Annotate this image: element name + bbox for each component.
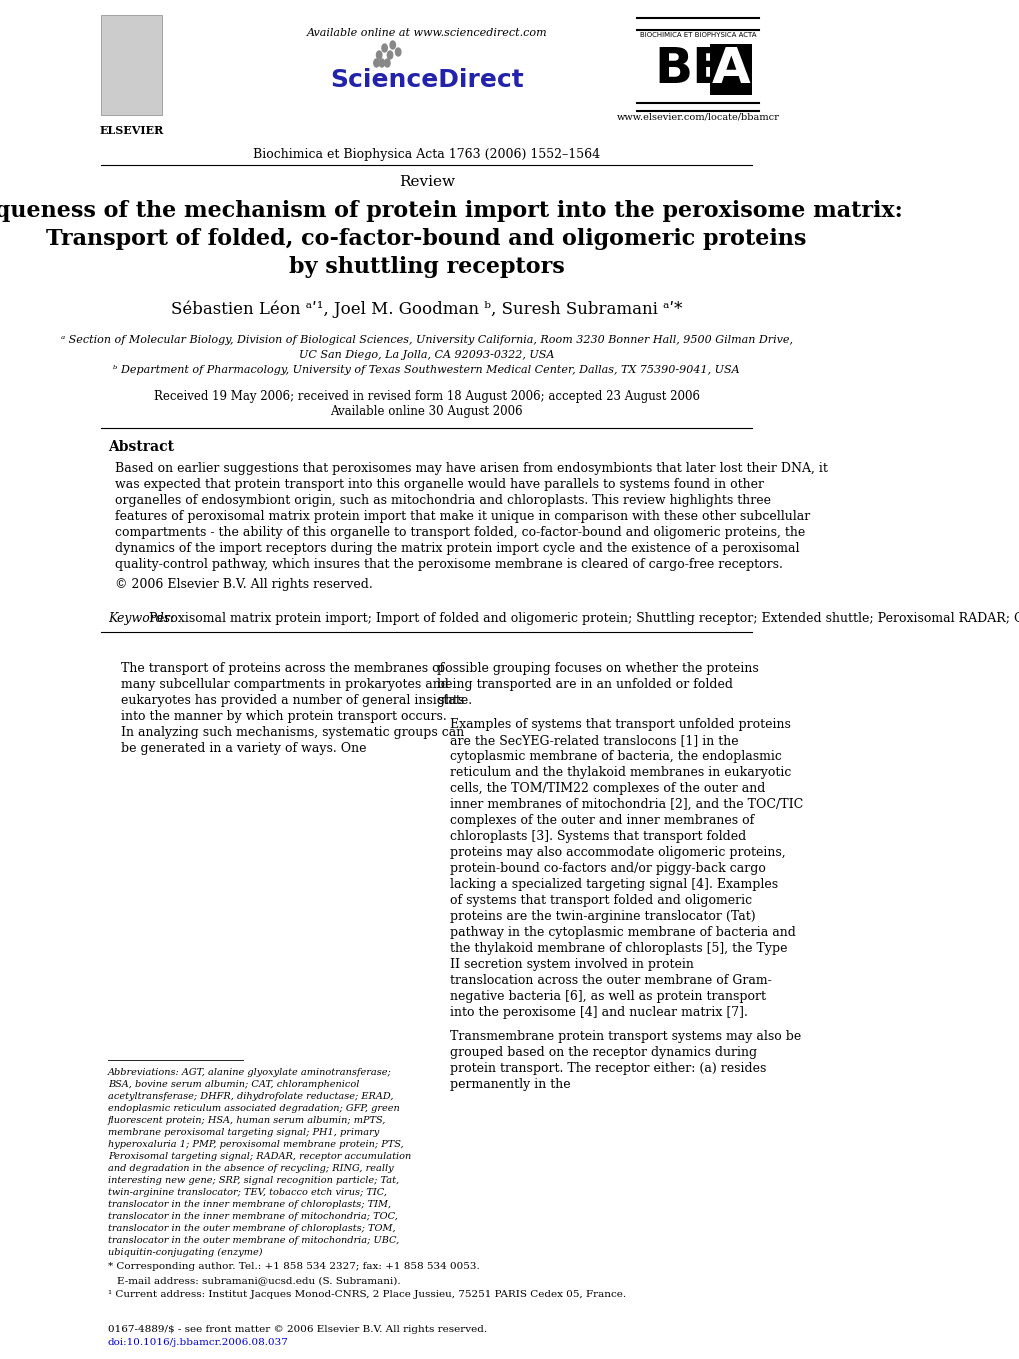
- Text: BSA, bovine serum albumin; CAT, chloramphenicol: BSA, bovine serum albumin; CAT, chloramp…: [108, 1080, 359, 1089]
- Text: pathway in the cytoplasmic membrane of bacteria and: pathway in the cytoplasmic membrane of b…: [450, 925, 796, 939]
- Text: and degradation in the absence of recycling; RING, really: and degradation in the absence of recycl…: [108, 1165, 393, 1173]
- Text: Peroxisomal targeting signal; RADAR, receptor accumulation: Peroxisomal targeting signal; RADAR, rec…: [108, 1152, 411, 1161]
- Text: doi:10.1016/j.bbamcr.2006.08.037: doi:10.1016/j.bbamcr.2006.08.037: [108, 1339, 288, 1347]
- Text: The transport of proteins across the membranes of: The transport of proteins across the mem…: [121, 662, 444, 675]
- Text: In analyzing such mechanisms, systematic groups can: In analyzing such mechanisms, systematic…: [121, 726, 464, 739]
- Text: Abbreviations: AGT, alanine glyoxylate aminotransferase;: Abbreviations: AGT, alanine glyoxylate a…: [108, 1068, 391, 1076]
- Text: be generated in a variety of ways. One: be generated in a variety of ways. One: [121, 742, 367, 756]
- Text: complexes of the outer and inner membranes of: complexes of the outer and inner membran…: [450, 814, 754, 828]
- Circle shape: [389, 41, 395, 49]
- Circle shape: [379, 58, 384, 67]
- Text: Received 19 May 2006; received in revised form 18 August 2006; accepted 23 Augus: Received 19 May 2006; received in revise…: [154, 390, 699, 404]
- Text: Available online at www.sciencedirect.com: Available online at www.sciencedirect.co…: [306, 29, 546, 38]
- Text: Based on earlier suggestions that peroxisomes may have arisen from endosymbionts: Based on earlier suggestions that peroxi…: [114, 462, 826, 476]
- Text: Sébastien Léon ᵃʹ¹, Joel M. Goodman ᵇ, Suresh Subramani ᵃʹ*: Sébastien Léon ᵃʹ¹, Joel M. Goodman ᵇ, S…: [171, 300, 682, 318]
- Text: proteins are the twin-arginine translocator (Tat): proteins are the twin-arginine transloca…: [450, 911, 755, 923]
- Text: © 2006 Elsevier B.V. All rights reserved.: © 2006 Elsevier B.V. All rights reserved…: [114, 578, 372, 591]
- Text: www.elsevier.com/locate/bbamcr: www.elsevier.com/locate/bbamcr: [616, 113, 779, 122]
- Text: eukaryotes has provided a number of general insights: eukaryotes has provided a number of gene…: [121, 694, 464, 707]
- Text: BB: BB: [653, 45, 730, 92]
- Bar: [101, 15, 162, 116]
- Text: are the SecYEG-related translocons [1] in the: are the SecYEG-related translocons [1] i…: [450, 734, 739, 747]
- Text: Examples of systems that transport unfolded proteins: Examples of systems that transport unfol…: [450, 718, 791, 731]
- Text: ᵃ Section of Molecular Biology, Division of Biological Sciences, University Cali: ᵃ Section of Molecular Biology, Division…: [60, 336, 792, 345]
- Text: being transported are in an unfolded or folded: being transported are in an unfolded or …: [436, 678, 732, 690]
- Text: Uniqueness of the mechanism of protein import into the peroxisome matrix:: Uniqueness of the mechanism of protein i…: [0, 200, 902, 222]
- Text: translocator in the outer membrane of mitochondria; UBC,: translocator in the outer membrane of mi…: [108, 1235, 398, 1245]
- Text: compartments - the ability of this organelle to transport folded, co-factor-boun: compartments - the ability of this organ…: [114, 526, 804, 540]
- Circle shape: [373, 58, 379, 67]
- Text: fluorescent protein; HSA, human serum albumin; mPTS,: fluorescent protein; HSA, human serum al…: [108, 1116, 386, 1125]
- Text: twin-arginine translocator; TEV, tobacco etch virus; TIC,: twin-arginine translocator; TEV, tobacco…: [108, 1188, 386, 1197]
- Text: II secretion system involved in protein: II secretion system involved in protein: [450, 958, 694, 970]
- Text: dynamics of the import receptors during the matrix protein import cycle and the : dynamics of the import receptors during …: [114, 542, 798, 554]
- Text: cells, the TOM/TIM22 complexes of the outer and: cells, the TOM/TIM22 complexes of the ou…: [450, 781, 765, 795]
- Text: ᵇ Department of Pharmacology, University of Texas Southwestern Medical Center, D: ᵇ Department of Pharmacology, University…: [113, 366, 739, 375]
- Text: protein-bound co-factors and/or piggy-back cargo: protein-bound co-factors and/or piggy-ba…: [450, 862, 765, 875]
- Text: 0167-4889/$ - see front matter © 2006 Elsevier B.V. All rights reserved.: 0167-4889/$ - see front matter © 2006 El…: [108, 1325, 486, 1335]
- Text: * Corresponding author. Tel.: +1 858 534 2327; fax: +1 858 534 0053.: * Corresponding author. Tel.: +1 858 534…: [108, 1263, 479, 1271]
- Text: translocator in the inner membrane of chloroplasts; TIM,: translocator in the inner membrane of ch…: [108, 1200, 390, 1210]
- Text: Available online 30 August 2006: Available online 30 August 2006: [330, 405, 523, 419]
- Text: BIOCHIMICA ET BIOPHYSICA ACTA: BIOCHIMICA ET BIOPHYSICA ACTA: [639, 33, 756, 38]
- Text: ScienceDirect: ScienceDirect: [329, 68, 523, 92]
- Text: ELSEVIER: ELSEVIER: [99, 125, 163, 136]
- Circle shape: [376, 52, 381, 58]
- Text: the thylakoid membrane of chloroplasts [5], the Type: the thylakoid membrane of chloroplasts […: [450, 942, 787, 955]
- Circle shape: [381, 43, 387, 52]
- Text: chloroplasts [3]. Systems that transport folded: chloroplasts [3]. Systems that transport…: [450, 830, 746, 843]
- Text: permanently in the: permanently in the: [450, 1078, 571, 1091]
- Text: of systems that transport folded and oligomeric: of systems that transport folded and oli…: [450, 894, 752, 906]
- Text: Biochimica et Biophysica Acta 1763 (2006) 1552–1564: Biochimica et Biophysica Acta 1763 (2006…: [253, 148, 599, 160]
- Text: Transmembrane protein transport systems may also be: Transmembrane protein transport systems …: [450, 1030, 801, 1042]
- Text: reticulum and the thylakoid membranes in eukaryotic: reticulum and the thylakoid membranes in…: [450, 766, 791, 779]
- Text: proteins may also accommodate oligomeric proteins,: proteins may also accommodate oligomeric…: [450, 847, 786, 859]
- Text: organelles of endosymbiont origin, such as mitochondria and chloroplasts. This r: organelles of endosymbiont origin, such …: [114, 495, 769, 507]
- Text: lacking a specialized targeting signal [4]. Examples: lacking a specialized targeting signal […: [450, 878, 777, 892]
- Text: features of peroxisomal matrix protein import that make it unique in comparison : features of peroxisomal matrix protein i…: [114, 510, 809, 523]
- Text: interesting new gene; SRP, signal recognition particle; Tat,: interesting new gene; SRP, signal recogn…: [108, 1176, 398, 1185]
- Text: endoplasmic reticulum associated degradation; GFP, green: endoplasmic reticulum associated degrada…: [108, 1104, 399, 1113]
- Circle shape: [384, 58, 389, 67]
- Text: ubiquitin-conjugating (enzyme): ubiquitin-conjugating (enzyme): [108, 1248, 262, 1257]
- Text: Transport of folded, co-factor-bound and oligomeric proteins: Transport of folded, co-factor-bound and…: [47, 228, 806, 250]
- Text: possible grouping focuses on whether the proteins: possible grouping focuses on whether the…: [436, 662, 758, 675]
- Text: into the manner by which protein transport occurs.: into the manner by which protein transpo…: [121, 709, 446, 723]
- Text: was expected that protein transport into this organelle would have parallels to : was expected that protein transport into…: [114, 478, 763, 491]
- Circle shape: [387, 52, 392, 58]
- Text: E-mail address: subramani@ucsd.edu (S. Subramani).: E-mail address: subramani@ucsd.edu (S. S…: [117, 1276, 400, 1286]
- Text: translocator in the inner membrane of mitochondria; TOC,: translocator in the inner membrane of mi…: [108, 1212, 397, 1220]
- Text: Review: Review: [398, 175, 454, 189]
- Text: into the peroxisome [4] and nuclear matrix [7].: into the peroxisome [4] and nuclear matr…: [450, 1006, 748, 1019]
- Text: ¹ Current address: Institut Jacques Monod-CNRS, 2 Place Jussieu, 75251 PARIS Ced: ¹ Current address: Institut Jacques Mono…: [108, 1290, 626, 1299]
- Text: Abstract: Abstract: [108, 440, 173, 454]
- Text: membrane peroxisomal targeting signal; PH1, primary: membrane peroxisomal targeting signal; P…: [108, 1128, 379, 1137]
- Text: grouped based on the receptor dynamics during: grouped based on the receptor dynamics d…: [450, 1046, 757, 1059]
- Text: cytoplasmic membrane of bacteria, the endoplasmic: cytoplasmic membrane of bacteria, the en…: [450, 750, 782, 762]
- Text: A: A: [711, 45, 750, 92]
- Text: by shuttling receptors: by shuttling receptors: [288, 255, 564, 279]
- Text: Peroxisomal matrix protein import; Import of folded and oligomeric protein; Shut: Peroxisomal matrix protein import; Impor…: [145, 612, 1019, 625]
- Circle shape: [395, 48, 400, 56]
- Text: inner membranes of mitochondria [2], and the TOC/TIC: inner membranes of mitochondria [2], and…: [450, 798, 803, 811]
- Text: state.: state.: [436, 694, 472, 707]
- Text: UC San Diego, La Jolla, CA 92093-0322, USA: UC San Diego, La Jolla, CA 92093-0322, U…: [299, 351, 554, 360]
- Text: protein transport. The receptor either: (a) resides: protein transport. The receptor either: …: [450, 1061, 766, 1075]
- Text: acetyltransferase; DHFR, dihydrofolate reductase; ERAD,: acetyltransferase; DHFR, dihydrofolate r…: [108, 1093, 393, 1101]
- Text: translocation across the outer membrane of Gram-: translocation across the outer membrane …: [450, 974, 771, 987]
- Text: negative bacteria [6], as well as protein transport: negative bacteria [6], as well as protei…: [450, 989, 765, 1003]
- Text: Keywords:: Keywords:: [108, 612, 174, 625]
- Text: hyperoxaluria 1; PMP, peroxisomal membrane protein; PTS,: hyperoxaluria 1; PMP, peroxisomal membra…: [108, 1140, 403, 1148]
- Text: many subcellular compartments in prokaryotes and: many subcellular compartments in prokary…: [121, 678, 448, 690]
- Text: quality-control pathway, which insures that the peroxisome membrane is cleared o: quality-control pathway, which insures t…: [114, 559, 782, 571]
- Text: translocator in the outer membrane of chloroplasts; TOM,: translocator in the outer membrane of ch…: [108, 1224, 395, 1233]
